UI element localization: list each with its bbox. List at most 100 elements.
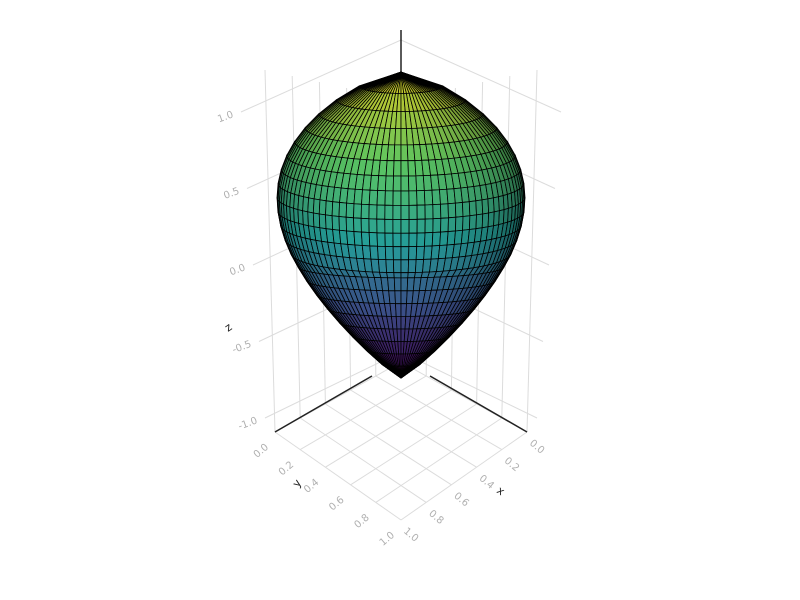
surface-patch: [312, 212, 321, 229]
z-tick-label: 0.0: [228, 262, 247, 278]
surface-patch: [392, 219, 402, 234]
surface-patch: [386, 144, 396, 162]
surface-patch: [377, 259, 388, 273]
surface-patch: [385, 259, 395, 274]
x-tick-label: 0.2: [502, 455, 521, 474]
surface-patch: [369, 174, 380, 191]
floor-grid-line: [350, 403, 477, 486]
surface-patch: [384, 246, 394, 261]
surface-patch: [376, 232, 386, 247]
y-tick-label: 0.2: [277, 459, 296, 478]
surface-patch: [415, 245, 425, 261]
surface-patch: [353, 217, 362, 233]
surface-patch: [384, 218, 394, 234]
surface-patch: [400, 272, 409, 279]
surface-patch: [353, 203, 362, 219]
y-tick-label: 0.6: [327, 495, 346, 514]
surface-patch: [431, 189, 441, 206]
surface-patch: [345, 202, 355, 219]
z-grid-line: [264, 351, 402, 419]
z-tick-label: 1.0: [216, 109, 235, 125]
surface-patch: [416, 218, 426, 234]
surface-patch: [376, 190, 386, 206]
left-wall-grid-line: [264, 69, 276, 433]
surface-patch: [360, 203, 370, 220]
surface-patch: [393, 144, 402, 162]
surface-patch: [424, 218, 434, 234]
floor-grid-line: [299, 417, 427, 503]
surface-patch: [400, 144, 409, 162]
surface-patch: [424, 204, 434, 220]
surface-patch: [368, 218, 378, 234]
surface-patch: [395, 315, 402, 330]
surface-patch: [462, 201, 471, 217]
z-grid-line: [400, 351, 538, 419]
x-tick-label: 0.6: [451, 491, 470, 510]
surface-patch: [475, 199, 484, 216]
surface-patch: [397, 341, 402, 355]
surface-patch: [392, 246, 402, 261]
surface-patch: [408, 246, 418, 261]
surface-patch: [400, 204, 410, 220]
surface-patch: [468, 214, 477, 230]
surface-patch: [447, 216, 457, 233]
surface-patch: [400, 363, 421, 379]
surface-patch: [400, 246, 410, 261]
surface-patch: [318, 213, 327, 230]
x-tick-label: 1.0: [401, 526, 420, 545]
z-axis-label: z: [222, 320, 234, 334]
surface-patch: [345, 216, 355, 233]
floor-grid-line: [400, 431, 528, 521]
surface-patch: [408, 232, 418, 248]
surface-patch: [392, 232, 402, 248]
y-tick-label: 0.0: [252, 442, 271, 461]
z-grid-line: [400, 39, 562, 113]
surface-patch: [388, 290, 396, 305]
surface-patch: [385, 160, 395, 177]
surface-patch: [432, 203, 442, 220]
surface-patch: [400, 219, 410, 234]
x-tick-label: 0.4: [477, 473, 496, 492]
surface-patch: [331, 215, 340, 231]
surface-patch: [468, 200, 477, 217]
surface-patch: [353, 188, 363, 205]
z-tick-label: -0.5: [231, 339, 253, 356]
surface-patch: [416, 232, 426, 247]
surface-patch: [368, 189, 379, 206]
y-axis-line: [274, 375, 373, 433]
surface-patch: [393, 272, 402, 279]
surface-patch: [396, 328, 402, 342]
surface-patch: [407, 259, 417, 274]
floor-grid-line: [350, 389, 477, 468]
surface-patch: [360, 217, 370, 233]
y-tick-label: 1.0: [378, 530, 397, 549]
y-tick-label: 0.8: [352, 512, 371, 531]
surface-patch: [395, 303, 402, 317]
surface-patch: [353, 231, 363, 246]
floor-grid-line: [325, 389, 452, 468]
surface-patch: [408, 218, 418, 234]
surface-patch: [392, 204, 402, 220]
surface-patch: [393, 160, 402, 177]
surface-patch: [376, 204, 386, 220]
surface-patch: [318, 199, 327, 216]
surface-patch: [475, 213, 484, 230]
surface-patch: [462, 215, 471, 231]
surface-patch: [369, 245, 379, 260]
x-tick-label: 0.8: [426, 508, 445, 527]
surface-patch: [447, 202, 457, 219]
surface-patch: [394, 128, 402, 146]
surface-patch: [454, 201, 464, 218]
x-axis-line: [429, 375, 528, 433]
floor-grid-line: [325, 403, 452, 486]
surface-patch: [455, 216, 464, 232]
surface-patch: [400, 190, 410, 206]
surface-patch: [377, 245, 387, 261]
y-tick-label: 0.4: [302, 477, 321, 496]
surface-patch: [416, 204, 426, 220]
surface-patch: [400, 175, 410, 192]
surface-patch: [481, 212, 490, 229]
surface-patch: [384, 232, 394, 248]
surface-patch: [408, 190, 418, 206]
